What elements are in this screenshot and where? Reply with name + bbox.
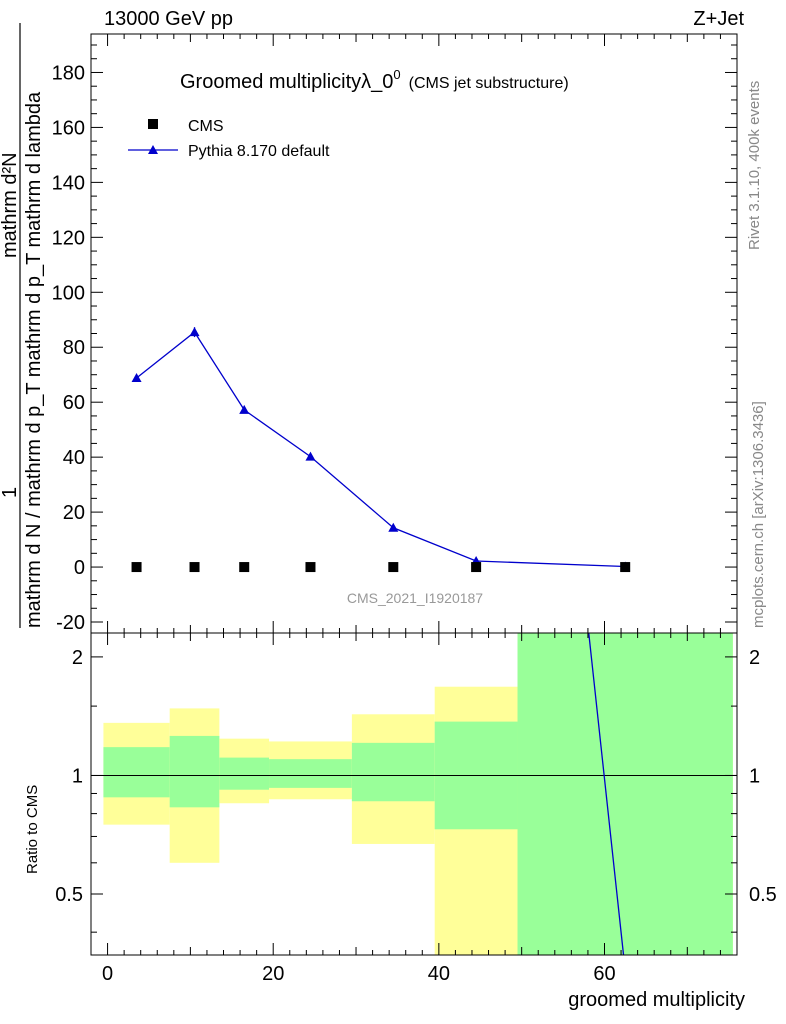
main-ylabel-numerator: mathrm d²N: [0, 152, 21, 258]
cms-point-1: [189, 562, 200, 573]
pythia-point-3: [305, 451, 316, 461]
cms-point-6: [620, 562, 631, 573]
ratio-xtick-label: 40: [428, 963, 450, 985]
cms-point-0: [131, 562, 142, 573]
ratio-ytick-label: 1: [72, 765, 83, 787]
main-ytick-label: 120: [52, 227, 85, 249]
header-right: Z+Jet: [693, 8, 744, 30]
ratio-ytick-label-right: 1: [749, 765, 760, 787]
ratio-ylabel: Ratio to CMS: [24, 785, 41, 874]
pythia-series-line: [136, 331, 626, 568]
legend-cms-label: CMS: [188, 118, 224, 135]
ratio-ytick-label: 2: [72, 647, 83, 669]
ratio-ytick-label-right: 0.5: [749, 884, 777, 906]
ratio-inner-band-4: [351, 742, 435, 802]
main-ytick-label: 180: [52, 62, 85, 84]
ratio-ylabel-group: Ratio to CMS: [24, 785, 41, 874]
ratio-xlabel: groomed multiplicity: [568, 989, 745, 1011]
pythia-point-4: [388, 522, 399, 532]
pythia-point-1: [189, 327, 200, 337]
cms-point-3: [305, 562, 316, 573]
legend-pythia-label: Pythia 8.170 default: [188, 143, 330, 160]
chart-title: Groomed multiplicityλ_00(CMS jet substru…: [180, 67, 569, 93]
legend-cms-marker: [148, 119, 158, 129]
ratio-frame: [90, 632, 738, 956]
ratio-inner-band-6: [517, 633, 733, 955]
analysis-watermark: CMS_2021_I1920187: [347, 590, 483, 606]
main-ylabel-denominator: mathrm d N / mathrm d p_T mathrm d p_T m…: [23, 91, 45, 628]
chart-subtitle: (CMS jet substructure): [409, 75, 569, 92]
ratio-inner-band-1: [169, 735, 220, 808]
cms-point-5: [471, 562, 482, 573]
ratio-xtick-label: 60: [593, 963, 615, 985]
main-ytick-label: 160: [52, 117, 85, 139]
main-ylabel-prefix: 1: [0, 487, 21, 498]
ratio-inner-band-0: [103, 747, 170, 798]
main-ytick-label: 60: [63, 392, 85, 414]
ratio-ytick-label: 0.5: [55, 884, 83, 906]
ratio-inner-band-3: [269, 759, 352, 788]
pythia-point-0: [131, 373, 142, 383]
header-left: 13000 GeV pp: [104, 8, 233, 30]
main-ylabel: mathrm d N / mathrm d p_T mathrm d p_T m…: [0, 23, 45, 628]
main-ytick-label: 20: [63, 502, 85, 524]
main-ytick-label: 0: [74, 557, 85, 579]
ratio-pythia-line: [588, 632, 625, 956]
cms-point-4: [388, 562, 399, 573]
ratio-ytick-label-right: 2: [749, 647, 760, 669]
main-ytick-label: 40: [63, 447, 85, 469]
pythia-point-2: [239, 404, 250, 414]
ratio-xtick-label: 0: [102, 963, 113, 985]
legend-pythia-marker: [148, 145, 158, 154]
ratio-xtick-label: 20: [262, 963, 284, 985]
cms-point-2: [239, 562, 250, 573]
ratio-inner-band-2: [219, 757, 270, 790]
main-ytick-label: 140: [52, 172, 85, 194]
chart-title-sup: 0: [393, 67, 400, 82]
main-ytick-label: -20: [56, 612, 85, 634]
main-ytick-label: 100: [52, 282, 85, 304]
main-ytick-label: 80: [63, 337, 85, 359]
